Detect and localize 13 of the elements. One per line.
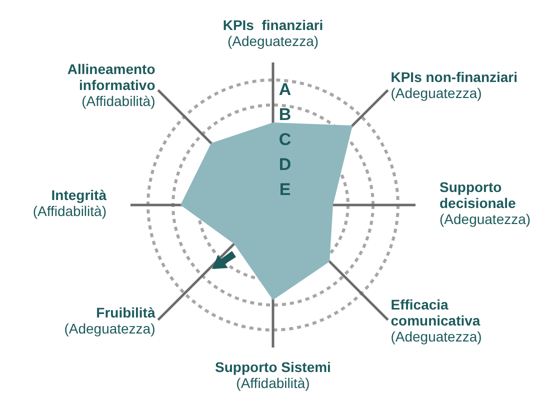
y-tick-label: D <box>278 155 292 174</box>
spoke-label: KPIs finanziari (Adeguatezza) <box>222 16 324 49</box>
spoke-label: Supporto decisionale (Adeguatezza) <box>440 178 531 227</box>
spoke-label: KPIs non-finanziari (Adeguatezza) <box>390 69 518 102</box>
spoke-label: Supporto Sistemi (Affidabilità) <box>215 358 331 391</box>
spoke-label: Fruibilità (Adeguatezza) <box>64 304 156 337</box>
y-tick-label: E <box>279 180 291 200</box>
y-tick-label: A <box>278 80 292 100</box>
spoke-label: Efficacia comunicativa (Adeguatezza) <box>390 296 482 345</box>
spoke-label: Allineamento informativo (Affidabilità) <box>67 61 156 110</box>
spoke-label: Integrità (Affidabilità) <box>32 186 107 219</box>
y-tick-label: B <box>278 105 292 124</box>
y-tick-label: C <box>278 130 292 150</box>
